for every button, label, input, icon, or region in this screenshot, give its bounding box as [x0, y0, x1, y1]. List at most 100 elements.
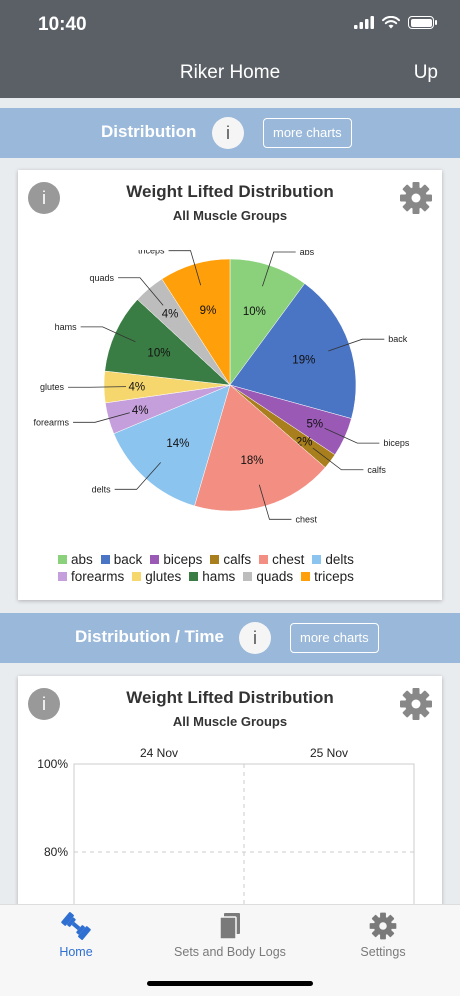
page-title: Riker Home	[179, 62, 281, 83]
slice-value-label: 5%	[307, 419, 324, 431]
slice-callout-line	[258, 484, 292, 520]
legend-item: biceps	[150, 552, 202, 567]
legend-swatch	[259, 555, 269, 564]
pie-chart-card: i Weight Lifted Distribution All Muscle …	[18, 170, 442, 600]
legend-label: delts	[325, 552, 354, 567]
signal-icon	[354, 16, 374, 29]
chart-subtitle: All Muscle Groups	[172, 208, 288, 223]
legend-item: calfs	[210, 552, 251, 567]
up-button[interactable]: Up	[413, 62, 438, 83]
slice-callout-line	[328, 338, 385, 352]
legend-label: back	[113, 552, 143, 567]
slice-value-label: 18%	[240, 455, 263, 467]
legend-label: quads	[256, 569, 294, 584]
slice-name-label: delts	[92, 484, 112, 494]
slice-name-label: glutes	[40, 382, 65, 392]
slice-name-label: back	[388, 334, 408, 344]
slice-callout-line	[168, 250, 202, 286]
wifi-icon	[382, 16, 400, 29]
slice-name-label: forearms	[34, 417, 70, 427]
legend-swatch	[301, 572, 311, 581]
legend-item: delts	[312, 552, 354, 567]
slice-name-label: hams	[55, 322, 78, 332]
legend-label: biceps	[163, 552, 203, 567]
legend-label: triceps	[314, 569, 354, 584]
status-time: 10:40	[38, 14, 87, 35]
more-charts-button[interactable]: more charts	[263, 118, 352, 148]
chart-info-button[interactable]: i	[28, 182, 60, 214]
legend-label: chest	[272, 552, 305, 567]
info-button[interactable]: i	[212, 117, 244, 149]
legend-label: forearms	[71, 569, 125, 584]
status-icons	[354, 16, 437, 29]
gear-icon[interactable]	[398, 180, 434, 216]
x-tick-label: 25 Nov	[310, 746, 348, 760]
slice-value-label: 4%	[128, 381, 145, 393]
legend-swatch	[58, 572, 67, 581]
chart-title: Weight Lifted Distribution	[126, 182, 334, 201]
legend-item: forearms	[58, 569, 124, 584]
slice-value-label: 14%	[166, 438, 189, 450]
slice-callout-line	[114, 462, 161, 490]
legend-item: back	[100, 552, 143, 567]
documents-icon	[219, 913, 240, 940]
legend-swatch	[150, 555, 160, 564]
slice-value-label: 4%	[132, 405, 149, 417]
legend-label: glutes	[145, 569, 182, 584]
tab-label: Settings	[360, 945, 406, 959]
tab-settings[interactable]: Settings	[313, 911, 453, 959]
more-charts-button[interactable]: more charts	[290, 623, 379, 653]
slice-callout-line	[262, 251, 296, 287]
legend-swatch	[189, 572, 199, 581]
status-bar: 10:40	[0, 0, 460, 52]
legend-swatch	[58, 555, 67, 564]
distribution-time-section-header: Distribution / Time i more charts	[0, 613, 460, 663]
legend-label: abs	[71, 552, 93, 567]
slice-callout-line	[118, 277, 164, 306]
legend-swatch	[243, 572, 253, 581]
slice-name-label: triceps	[138, 250, 165, 256]
slice-callout-line	[312, 447, 364, 471]
slice-name-label: calfs	[367, 465, 386, 475]
gear-icon	[369, 912, 397, 940]
info-button[interactable]: i	[239, 622, 271, 654]
legend-item: quads	[243, 569, 293, 584]
time-chart-card: i Weight Lifted Distribution All Muscle …	[18, 676, 442, 916]
slice-value-label: 19%	[292, 354, 315, 366]
legend-item: triceps	[301, 569, 354, 584]
slice-value-label: 9%	[200, 305, 217, 317]
legend-swatch	[210, 555, 220, 564]
legend-label: calfs	[223, 552, 252, 567]
legend-item: abs	[58, 552, 93, 567]
legend-item: hams	[189, 569, 235, 584]
chart-subtitle: All Muscle Groups	[172, 714, 288, 729]
distribution-section-header: Distribution i more charts	[0, 108, 460, 158]
slice-callout-line	[73, 412, 130, 423]
section-title: Distribution	[101, 122, 197, 141]
chart-info-button[interactable]: i	[28, 688, 60, 720]
slice-name-label: chest	[295, 514, 317, 524]
slice-value-label: 4%	[162, 309, 179, 321]
legend-swatch	[100, 555, 110, 564]
nav-bar: Riker Home Up	[0, 52, 460, 98]
legend-item: glutes	[132, 569, 181, 584]
chart-legend: abs back biceps calfs chest delts forearms glut…	[58, 552, 398, 584]
legend-swatch	[132, 572, 142, 581]
slice-callout-line	[68, 386, 127, 388]
chart-title: Weight Lifted Distribution	[126, 688, 334, 707]
slice-value-label: 10%	[147, 348, 170, 360]
x-tick-label: 24 Nov	[140, 746, 178, 760]
slice-callout-line	[80, 326, 136, 343]
dumbbell-icon	[61, 912, 91, 940]
slice-callout-line	[324, 427, 380, 444]
pie-chart: 10%abs19%back5%biceps2%calfs18%chest14%d…	[34, 250, 410, 524]
tab-home[interactable]: Home	[6, 911, 146, 959]
legend-item: chest	[259, 552, 304, 567]
slice-name-label: abs	[300, 250, 315, 257]
tab-sets-and-body-logs[interactable]: Sets and Body Logs	[160, 911, 300, 959]
y-tick-label: 100%	[37, 757, 68, 771]
section-title: Distribution / Time	[75, 627, 224, 646]
legend-label: hams	[202, 569, 236, 584]
gear-icon[interactable]	[398, 686, 434, 722]
